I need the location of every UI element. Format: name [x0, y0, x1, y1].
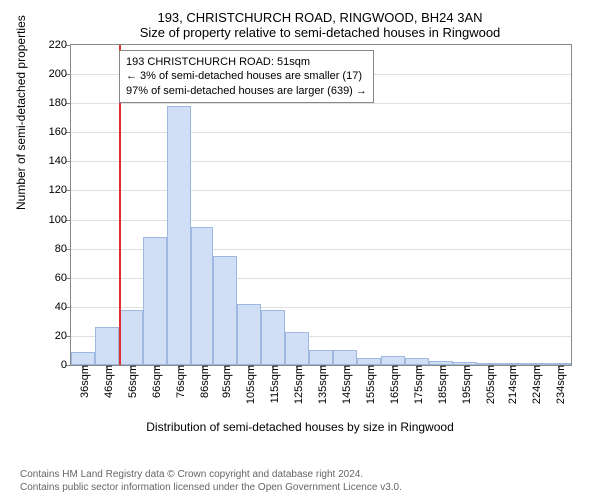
chart-container: 193, CHRISTCHURCH ROAD, RINGWOOD, BH24 3… [60, 10, 580, 430]
xtick-label: 66sqm [147, 365, 163, 398]
ytick-label: 40 [55, 301, 71, 313]
xtick-label: 185sqm [433, 365, 449, 404]
xtick-label: 105sqm [241, 365, 257, 404]
xtick-label: 155sqm [361, 365, 377, 404]
xtick-label: 95sqm [217, 365, 233, 398]
annotation-line-2: ← 3% of semi-detached houses are smaller… [126, 69, 367, 83]
chart-title-2: Size of property relative to semi-detach… [60, 25, 580, 40]
xtick-label: 46sqm [99, 365, 115, 398]
histogram-bar [333, 350, 357, 365]
gridline [71, 161, 571, 162]
chart-title-1: 193, CHRISTCHURCH ROAD, RINGWOOD, BH24 3… [60, 10, 580, 25]
ytick-label: 60 [55, 272, 71, 284]
ytick-label: 100 [49, 214, 71, 226]
footer-line-2: Contains public sector information licen… [20, 481, 402, 494]
x-axis-label: Distribution of semi-detached houses by … [0, 420, 600, 434]
gridline [71, 132, 571, 133]
xtick-label: 195sqm [457, 365, 473, 404]
histogram-bar [285, 332, 309, 365]
annotation-line-3: 97% of semi-detached houses are larger (… [126, 84, 367, 98]
histogram-bar [357, 358, 381, 365]
xtick-label: 175sqm [409, 365, 425, 404]
xtick-label: 145sqm [337, 365, 353, 404]
xtick-label: 36sqm [75, 365, 91, 398]
xtick-label: 56sqm [123, 365, 139, 398]
annotation-box: 193 CHRISTCHURCH ROAD: 51sqm ← 3% of sem… [119, 50, 374, 103]
ytick-label: 180 [49, 97, 71, 109]
xtick-label: 165sqm [385, 365, 401, 404]
histogram-bar [191, 227, 213, 365]
gridline [71, 220, 571, 221]
histogram-bar [213, 256, 237, 365]
histogram-bar [405, 358, 429, 365]
xtick-label: 205sqm [481, 365, 497, 404]
histogram-bar [261, 310, 285, 365]
xtick-label: 76sqm [171, 365, 187, 398]
histogram-bar [119, 310, 143, 365]
histogram-bar [381, 356, 405, 365]
ytick-label: 80 [55, 243, 71, 255]
histogram-bar [309, 350, 333, 365]
histogram-bar [95, 327, 119, 365]
ytick-label: 220 [49, 39, 71, 51]
histogram-bar [71, 352, 95, 365]
annotation-line-1: 193 CHRISTCHURCH ROAD: 51sqm [126, 55, 367, 69]
gridline [71, 190, 571, 191]
xtick-label: 115sqm [265, 365, 281, 403]
xtick-label: 234sqm [551, 365, 567, 404]
xtick-label: 214sqm [503, 365, 519, 404]
xtick-label: 125sqm [289, 365, 305, 404]
ytick-label: 140 [49, 155, 71, 167]
xtick-label: 135sqm [313, 365, 329, 404]
ytick-label: 200 [49, 68, 71, 80]
ytick-label: 160 [49, 126, 71, 138]
histogram-bar [143, 237, 167, 365]
ytick-label: 0 [61, 359, 71, 371]
plot-area: 02040608010012014016018020022036sqm46sqm… [70, 44, 572, 366]
ytick-label: 20 [55, 330, 71, 342]
gridline [71, 103, 571, 104]
ytick-label: 120 [49, 184, 71, 196]
xtick-label: 86sqm [195, 365, 211, 398]
footer: Contains HM Land Registry data © Crown c… [20, 468, 402, 494]
y-axis-label: Number of semi-detached properties [14, 15, 28, 210]
footer-line-1: Contains HM Land Registry data © Crown c… [20, 468, 402, 481]
xtick-label: 224sqm [527, 365, 543, 404]
histogram-bar [237, 304, 261, 365]
histogram-bar [167, 106, 191, 365]
